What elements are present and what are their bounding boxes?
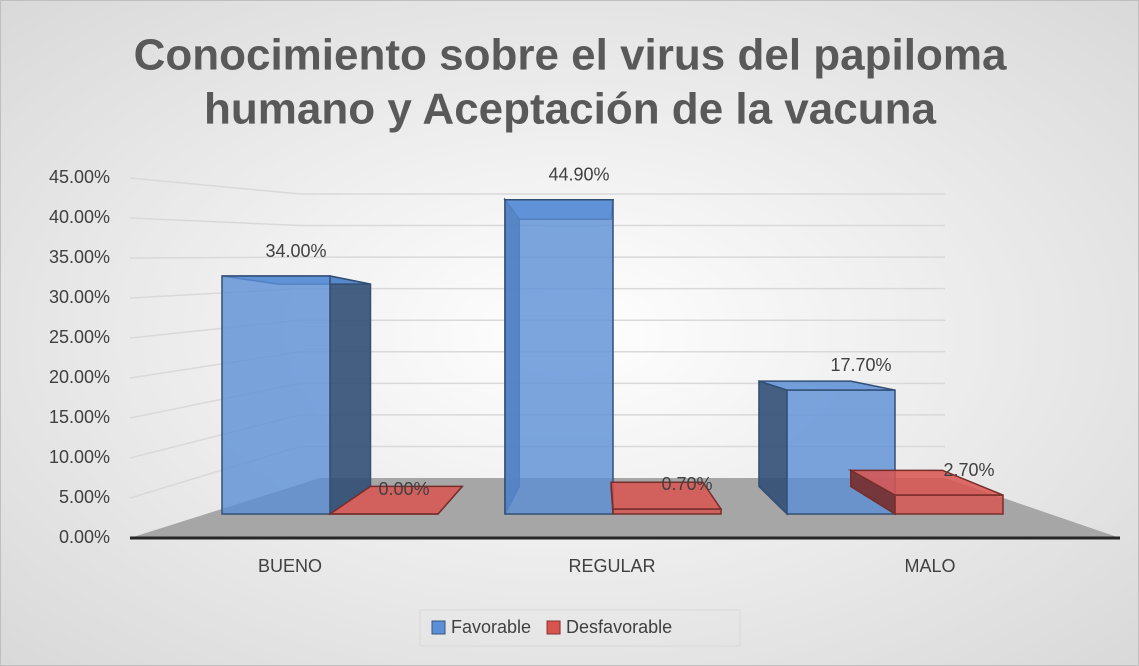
chart-title: Conocimiento sobre el virus del papiloma bbox=[134, 31, 1007, 80]
x-tick-label: REGULAR bbox=[568, 556, 655, 576]
grid-line bbox=[129, 256, 945, 259]
data-label: 17.70% bbox=[830, 355, 891, 375]
y-tick-label: 45.00% bbox=[49, 167, 110, 187]
data-label: 0.00% bbox=[378, 479, 429, 499]
y-tick-label: 5.00% bbox=[59, 487, 110, 507]
bar bbox=[221, 275, 331, 515]
y-tick-label: 40.00% bbox=[49, 207, 110, 227]
legend-box bbox=[419, 609, 741, 647]
grid-line bbox=[129, 217, 945, 227]
chart-title: humano y Aceptación de la vacuna bbox=[204, 85, 936, 134]
y-tick-label: 10.00% bbox=[49, 447, 110, 467]
bar bbox=[504, 198, 614, 515]
bar-side bbox=[329, 275, 372, 516]
bar bbox=[894, 494, 1004, 515]
y-tick-label: 25.00% bbox=[49, 327, 110, 347]
data-label: 34.00% bbox=[265, 241, 326, 261]
bar bbox=[612, 508, 722, 515]
legend-swatch bbox=[546, 620, 561, 635]
y-tick-label: 20.00% bbox=[49, 367, 110, 387]
legend-label: Favorable bbox=[451, 617, 531, 637]
y-tick-label: 30.00% bbox=[49, 287, 110, 307]
y-tick-label: 15.00% bbox=[49, 407, 110, 427]
legend-swatch bbox=[431, 620, 446, 635]
x-tick-label: MALO bbox=[904, 556, 955, 576]
x-tick-label: BUENO bbox=[258, 556, 322, 576]
y-tick-label: 0.00% bbox=[59, 527, 110, 547]
data-label: 2.70% bbox=[943, 460, 994, 480]
grid-line bbox=[129, 177, 945, 195]
legend-label: Desfavorable bbox=[566, 617, 672, 637]
data-label: 0.70% bbox=[661, 474, 712, 494]
y-tick-label: 35.00% bbox=[49, 247, 110, 267]
data-label: 44.90% bbox=[548, 164, 609, 184]
